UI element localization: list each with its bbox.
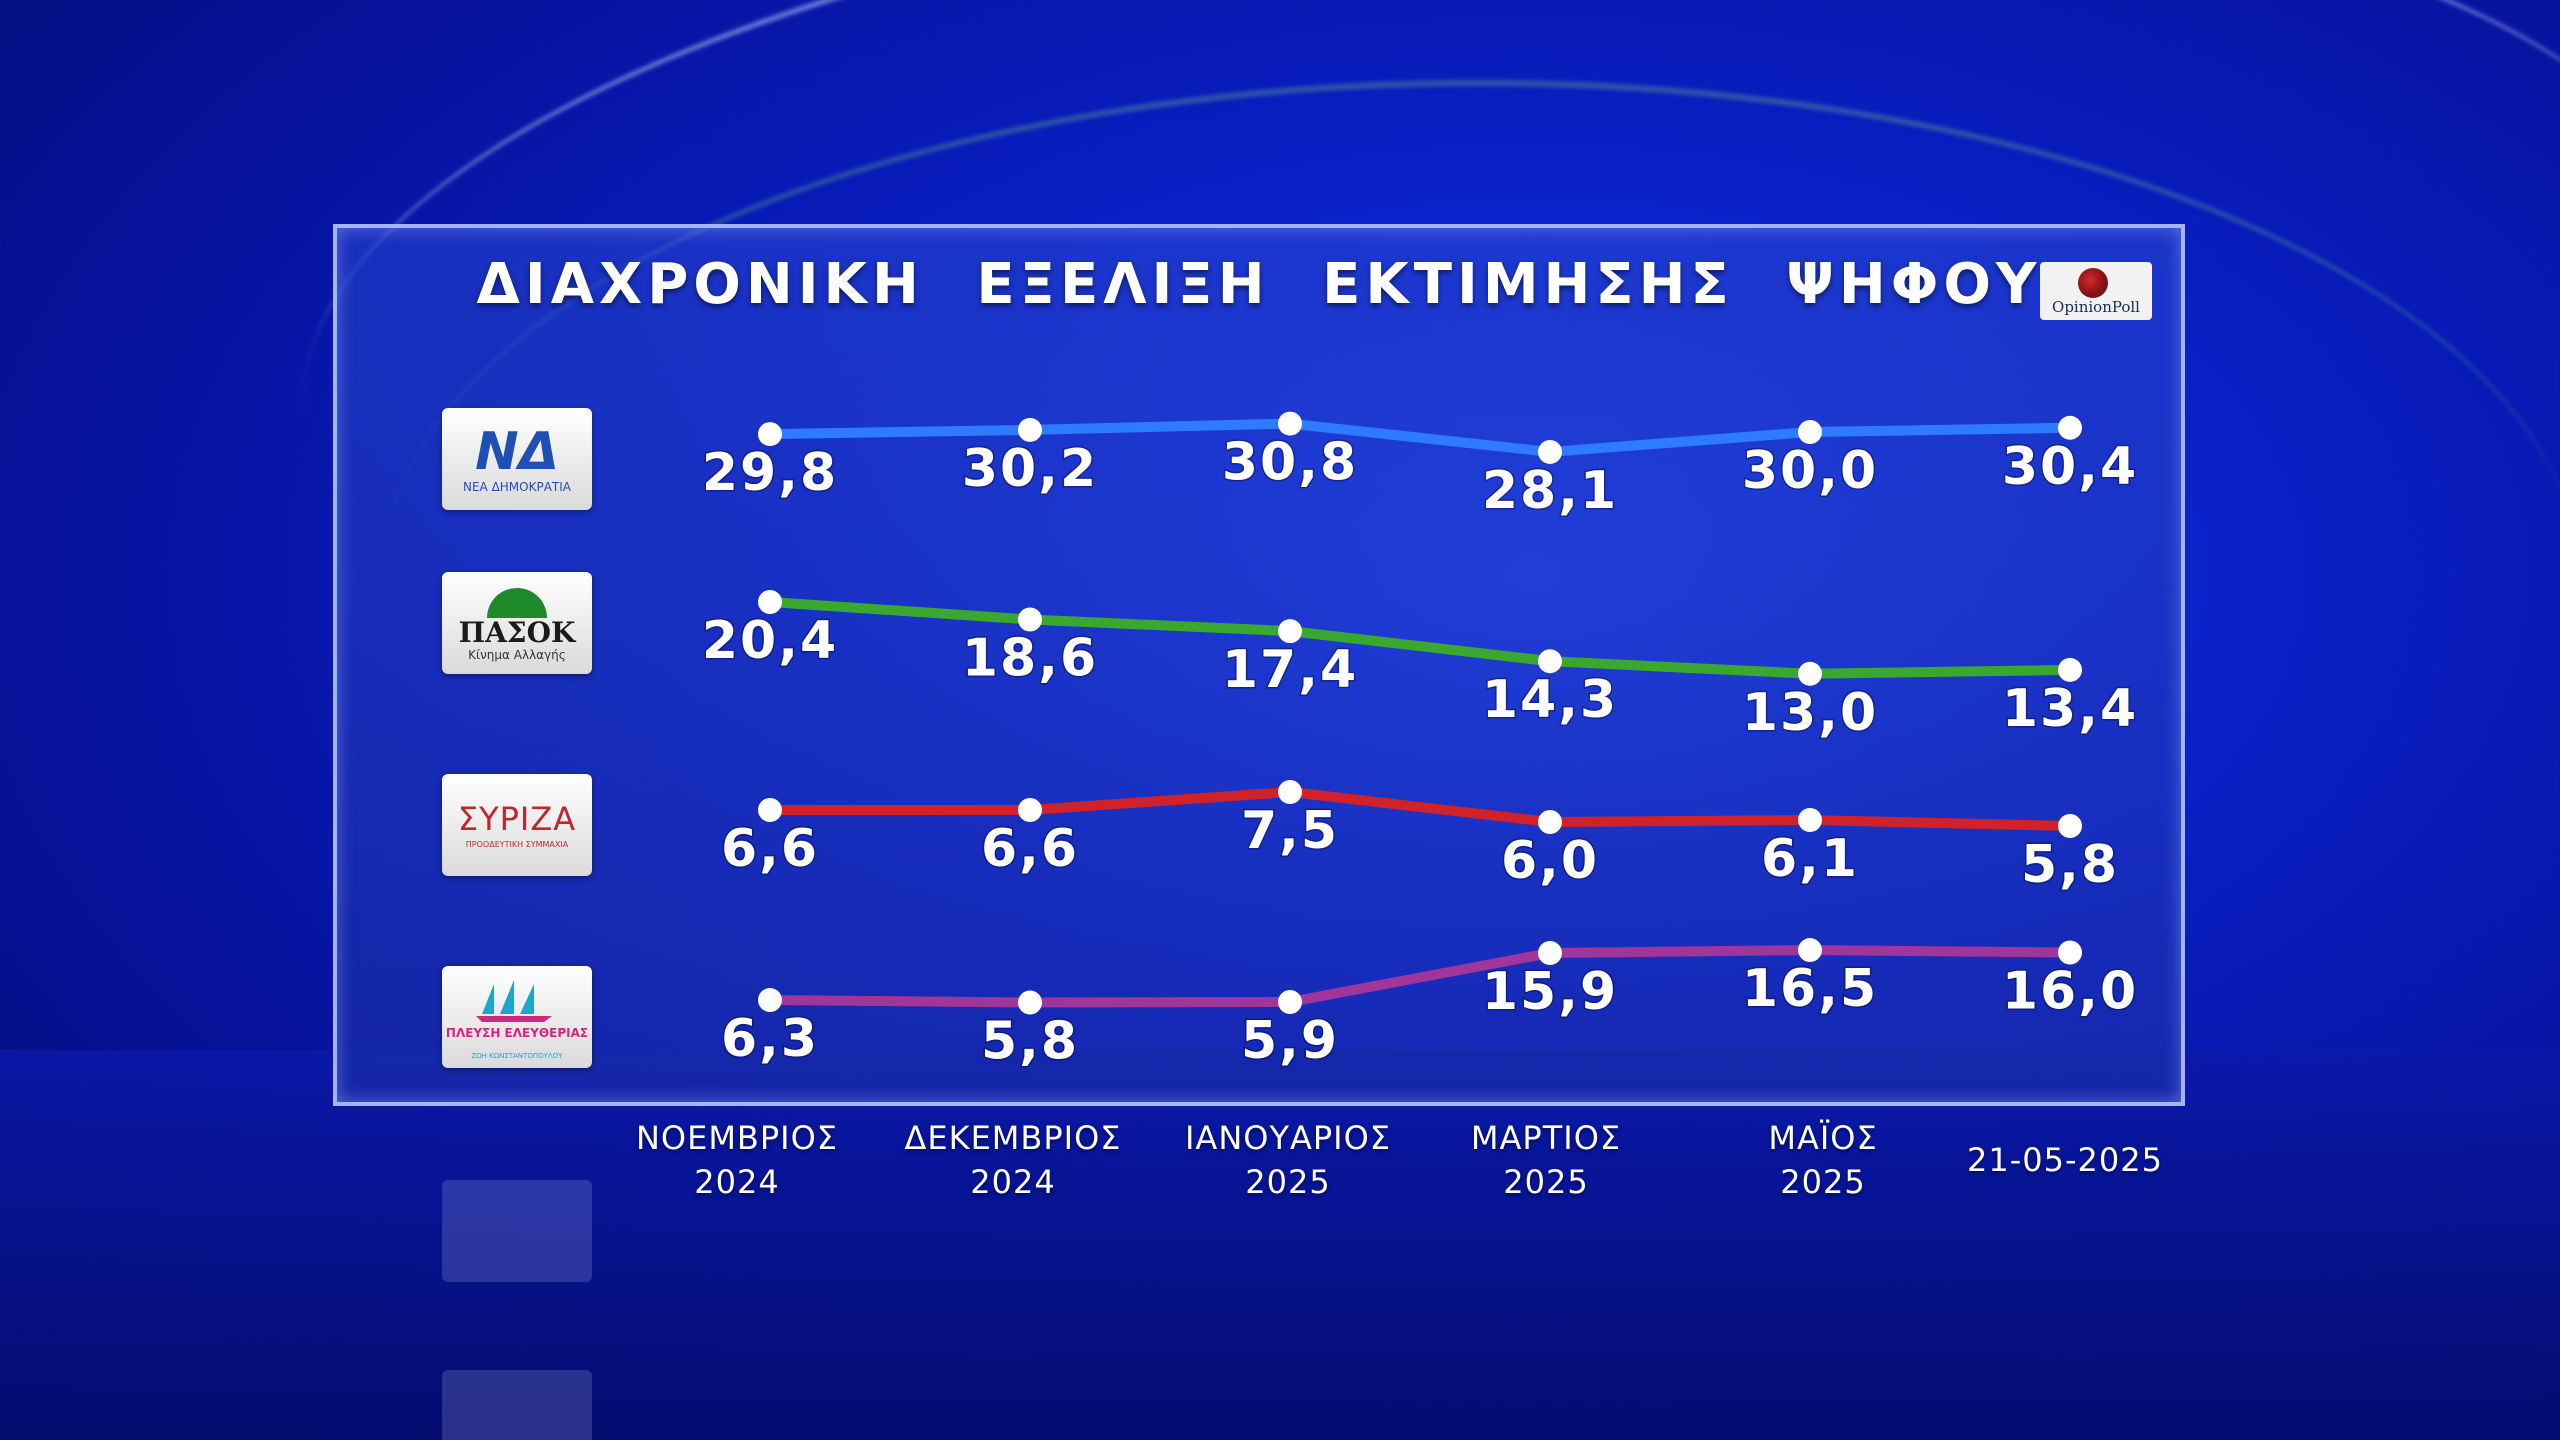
- x-axis-tick-label-line: ΝΟΕΜΒΡΙΟΣ: [635, 1119, 839, 1157]
- plefsi-data-point: [1278, 989, 1302, 1014]
- pasok-data-label: 18,6: [962, 628, 1098, 688]
- plefsi-data-label: 5,9: [1241, 1011, 1339, 1071]
- x-axis-tick-label: 21-05-2025: [1935, 1138, 2195, 1182]
- x-axis-tick-label-line: ΙΑΝΟΥΑΡΙΟΣ: [1184, 1119, 1392, 1157]
- plefsi-data-point: [1018, 990, 1042, 1015]
- x-axis-tick-label-line: 2024: [694, 1163, 780, 1201]
- x-axis-tick-label-line: 21-05-2025: [1967, 1141, 2163, 1179]
- nd-party-logo: ΝΔ ΝΕΑ ΔΗΜΟΚΡΑΤΙΑ: [442, 408, 592, 510]
- pasok-data-label: 13,4: [2002, 679, 2138, 739]
- plefsi-data-point: [2058, 940, 2082, 965]
- nd-data-point: [758, 422, 782, 447]
- syriza-data-point: [758, 798, 782, 822]
- x-axis-tick-label-line: 2025: [1780, 1163, 1866, 1201]
- pasok-party-logo: ΠΑΣΟΚ Κίνημα Αλλαγής: [442, 572, 592, 674]
- syriza-data-label: 6,0: [1501, 831, 1599, 891]
- pasok-data-label: 14,3: [1482, 670, 1618, 730]
- nd-data-label: 30,0: [1742, 441, 1878, 501]
- pasok-data-label: 17,4: [1222, 640, 1358, 700]
- nd-data-point: [1538, 439, 1562, 464]
- plefsi-data-point: [1538, 940, 1562, 965]
- plefsi-logo-sub: ΖΩΗ ΚΩΝΣΤΑΝΤΟΠΟΥΛΟΥ: [471, 1052, 563, 1060]
- x-axis-tick-label: ΜΑΪΟΣ 2025: [1693, 1116, 1953, 1204]
- x-axis-tick-label: ΝΟΕΜΒΡΙΟΣ 2024: [607, 1116, 867, 1204]
- syriza-data-label: 6,1: [1761, 829, 1859, 889]
- nd-data-label: 30,8: [1222, 433, 1358, 493]
- nd-data-label: 30,2: [962, 439, 1098, 499]
- x-axis-tick-label-line: ΜΑΪΟΣ: [1768, 1119, 1878, 1157]
- plefsi-data-point: [758, 988, 782, 1013]
- plefsi-data-label: 6,3: [721, 1009, 819, 1069]
- plefsi-ships-icon: [476, 980, 552, 1022]
- nd-data-point: [1278, 411, 1302, 436]
- pasok-data-point: [1538, 649, 1562, 674]
- x-axis-tick-label-line: 2025: [1245, 1163, 1331, 1201]
- x-axis-tick-label-line: ΔΕΚΕΜΒΡΙΟΣ: [904, 1119, 1122, 1157]
- pasok-logo-sub: Κίνημα Αλλαγής: [468, 648, 566, 662]
- syriza-logo-sub: ΠΡΟΟΔΕΥΤΙΚΗ ΣΥΜΜΑΧΙΑ: [465, 840, 569, 849]
- syriza-party-logo: ΣΥΡΙΖΑ ΠΡΟΟΔΕΥΤΙΚΗ ΣΥΜΜΑΧΙΑ: [442, 774, 592, 876]
- x-axis-tick-label-line: ΜΑΡΤΙΟΣ: [1470, 1119, 1622, 1157]
- pasok-data-point: [2058, 657, 2082, 682]
- x-axis-tick-label-line: 2025: [1503, 1163, 1589, 1201]
- x-axis-tick-label: ΙΑΝΟΥΑΡΙΟΣ 2025: [1158, 1116, 1418, 1204]
- syriza-data-point: [2058, 814, 2082, 838]
- syriza-data-label: 7,5: [1241, 801, 1339, 861]
- plefsi-series-line: [765, 945, 2075, 1008]
- plefsi-data-label: 5,8: [981, 1011, 1079, 1071]
- syriza-series-line: [765, 787, 2075, 831]
- syriza-data-point: [1538, 810, 1562, 834]
- plefsi-data-label: 16,0: [2002, 962, 2138, 1022]
- nd-data-label: 28,1: [1482, 461, 1618, 521]
- nd-data-point: [1798, 420, 1822, 444]
- background-floor: [0, 1050, 2560, 1440]
- syriza-data-point: [1278, 780, 1302, 804]
- syriza-data-label: 5,8: [2021, 835, 2119, 895]
- chart-panel: [333, 224, 2185, 1106]
- pasok-data-point: [1018, 607, 1042, 632]
- nd-logo-mark: ΝΔ: [475, 422, 559, 482]
- nd-data-label: 30,4: [2002, 437, 2138, 497]
- nd-data-point: [1018, 417, 1042, 442]
- plefsi-logo-mark: ΠΛΕΥΣΗ ΕΛΕΥΘΕΡΙΑΣ: [445, 1026, 589, 1040]
- plefsi-data-point: [1798, 938, 1822, 963]
- opinionpoll-logo-icon: [2078, 268, 2108, 298]
- pasok-data-label: 20,4: [702, 611, 838, 671]
- nd-logo-sub: ΝΕΑ ΔΗΜΟΚΡΑΤΙΑ: [462, 480, 571, 494]
- plefsi-party-logo: ΠΛΕΥΣΗ ΕΛΕΥΘΕΡΙΑΣ ΖΩΗ ΚΩΝΣΤΑΝΤΟΠΟΥΛΟΥ: [442, 966, 592, 1068]
- pasok-sun-icon: [487, 588, 547, 618]
- x-axis-tick-label-line: 2024: [970, 1163, 1056, 1201]
- plefsi-data-label: 15,9: [1482, 962, 1618, 1022]
- chart-title: ΔΙΑΧΡΟΝΙΚΗ ΕΞΕΛΙΞΗ ΕΚΤΙΜΗΣΗΣ ΨΗΦΟΥ: [476, 252, 2042, 317]
- x-axis-tick-label: ΜΑΡΤΙΟΣ 2025: [1416, 1116, 1676, 1204]
- syriza-data-label: 6,6: [981, 819, 1079, 879]
- syriza-data-point: [1798, 808, 1822, 832]
- syriza-data-point: [1018, 798, 1042, 822]
- plefsi-data-label: 16,5: [1742, 959, 1878, 1019]
- syriza-data-label: 6,6: [721, 819, 819, 879]
- syriza-logo-mark: ΣΥΡΙΖΑ: [457, 800, 577, 838]
- pasok-data-point: [1278, 619, 1302, 644]
- x-axis-tick-label: ΔΕΚΕΜΒΡΙΟΣ 2024: [883, 1116, 1143, 1204]
- pasok-series-line: [765, 597, 2075, 679]
- pasok-logo-mark: ΠΑΣΟΚ: [458, 616, 576, 649]
- opinionpoll-logo: OpinionPoll: [2040, 262, 2152, 320]
- pasok-data-point: [758, 590, 782, 615]
- background-swoosh: [380, 80, 2560, 1086]
- pasok-data-label: 13,0: [1742, 683, 1878, 743]
- opinionpoll-logo-text: OpinionPoll: [2052, 298, 2140, 316]
- pasok-data-point: [1798, 661, 1822, 686]
- nd-series-line: [765, 418, 2075, 457]
- nd-data-point: [2058, 415, 2082, 440]
- nd-data-label: 29,8: [702, 443, 838, 503]
